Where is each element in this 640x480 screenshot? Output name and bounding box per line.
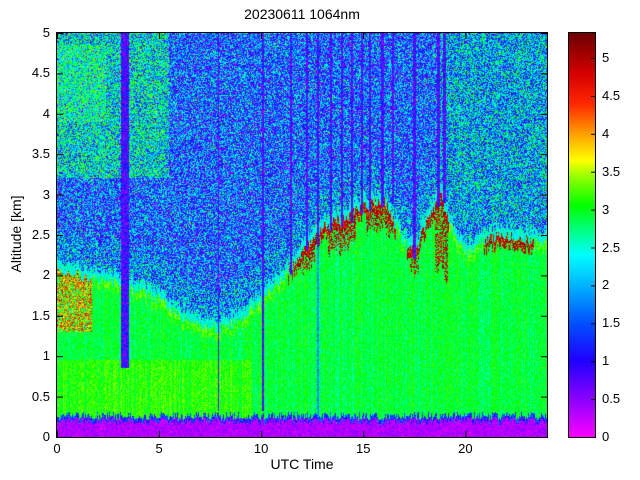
- colorbar-tick-label: 1: [602, 353, 610, 369]
- colorbar-tick-label: 2.5: [602, 239, 621, 255]
- colorbar-tick-label: 3: [602, 201, 610, 217]
- colorbar-tick-label: 0: [602, 429, 610, 444]
- y-tick-label: 2: [42, 267, 50, 283]
- y-tick-label: 5: [42, 25, 50, 40]
- x-tick-label: 5: [155, 441, 163, 456]
- y-tick-label: 0: [42, 429, 50, 444]
- colorbar-tick-label: 0.5: [602, 391, 621, 407]
- colorbar: [568, 32, 596, 438]
- colorbar-tick-label: 1.5: [602, 315, 621, 331]
- plot-area: [56, 32, 548, 438]
- y-tick-label: 3.5: [31, 146, 50, 162]
- colorbar-canvas: [569, 33, 595, 437]
- plot-title: 20230611 1064nm: [244, 6, 360, 22]
- colorbar-tick-label: 4.5: [602, 87, 621, 103]
- y-tick-label: 0.5: [31, 388, 50, 404]
- colorbar-tick-label: 4: [602, 125, 610, 141]
- y-tick-label: 1.5: [31, 307, 50, 323]
- colorbar-tick-label: 2: [602, 277, 610, 293]
- colorbar-tick-label: 3.5: [602, 163, 621, 179]
- x-tick-label: 15: [356, 441, 371, 456]
- y-tick-label: 1: [42, 348, 50, 364]
- heatmap-canvas: [57, 33, 547, 437]
- x-tick-label: 20: [458, 441, 473, 456]
- y-tick-label: 3: [42, 186, 50, 202]
- y-tick-label: 4: [42, 105, 50, 121]
- x-tick-label: 10: [253, 441, 269, 456]
- y-tick-label: 2.5: [31, 227, 50, 242]
- y-tick-label: 4.5: [31, 65, 50, 81]
- colorbar-tick-label: 5: [602, 50, 610, 65]
- x-tick-label: 0: [53, 441, 61, 456]
- x-axis-label: UTC Time: [270, 456, 334, 472]
